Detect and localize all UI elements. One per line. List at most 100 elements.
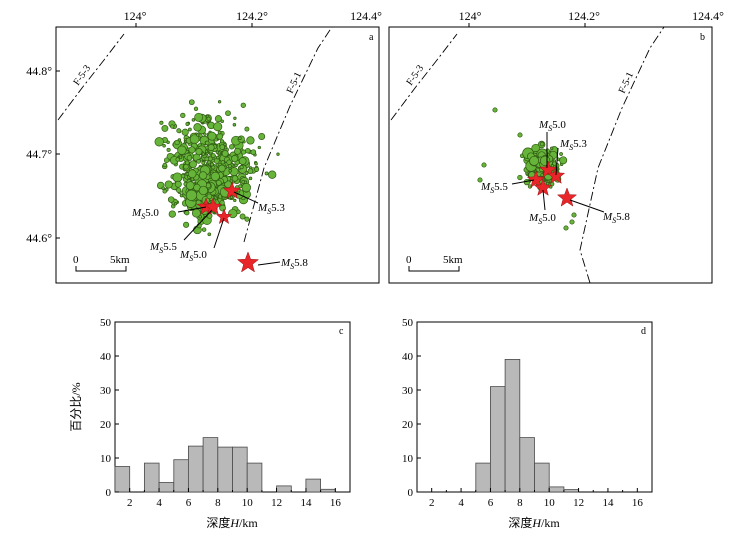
map-b-leader-ms58 bbox=[569, 199, 605, 213]
hist-c-ytick-label: 0 bbox=[106, 487, 112, 499]
aftershock-point bbox=[180, 112, 186, 119]
aftershock-point bbox=[188, 99, 195, 106]
aftershock-point bbox=[215, 150, 219, 154]
aftershock-point bbox=[161, 186, 165, 190]
aftershock-point bbox=[244, 171, 249, 175]
histogram-panel-c: 2 4 6 8 10 12 14 16 0 10 20 30 40 50 c 百分比/% 深度H/km bbox=[69, 317, 351, 530]
aftershock-point bbox=[161, 124, 169, 132]
map-a-star-ms58 bbox=[236, 251, 260, 273]
map-a-lon-label-124-2: 124.2° bbox=[236, 9, 268, 23]
hist-c-xlabel: 深度H/km bbox=[206, 515, 258, 530]
aftershock-point bbox=[187, 169, 197, 179]
aftershock-point bbox=[539, 141, 545, 147]
hist-d-bar-5-6 bbox=[475, 462, 491, 493]
aftershock-point bbox=[210, 153, 216, 158]
map-b-fault-label-f53: F-5-3 bbox=[404, 63, 426, 88]
hist-d-ytick-label: 20 bbox=[402, 419, 414, 431]
hist-c-bar-10-11 bbox=[246, 462, 263, 493]
aftershock-point bbox=[174, 139, 180, 146]
map-b-star-ms53 bbox=[546, 166, 566, 184]
aftershock-point bbox=[571, 212, 577, 218]
map-a-leader-ms50-south bbox=[213, 217, 225, 249]
aftershock-point bbox=[206, 116, 211, 121]
map-panel-b: F-5-3 F-5-1 124° 124.2° 124.4° b 0 5km M… bbox=[388, 9, 724, 284]
aftershock-point bbox=[195, 148, 203, 156]
hist-c-axes: 2 4 6 8 10 12 14 16 0 10 20 30 40 50 bbox=[100, 317, 341, 509]
aftershock-point bbox=[185, 189, 198, 201]
map-a-leader-ms50-west bbox=[177, 206, 207, 213]
hist-c-bar-6-7 bbox=[187, 445, 204, 493]
hist-d-xlabel: 深度H/km bbox=[508, 515, 560, 530]
map-b-label-ms58: MS5.8 bbox=[602, 211, 630, 225]
aftershock-point bbox=[210, 162, 214, 167]
aftershock-point bbox=[196, 133, 200, 137]
aftershock-point bbox=[188, 127, 192, 132]
aftershock-point bbox=[206, 193, 213, 200]
map-a-lon-label-124-4: 124.4° bbox=[350, 9, 382, 23]
aftershock-point bbox=[185, 122, 190, 126]
map-a-lat-label-44-6: 44.6° bbox=[26, 231, 52, 245]
map-a-leader-ms58 bbox=[257, 261, 281, 266]
map-b-star-ms55 bbox=[526, 170, 546, 188]
map-b-panel-letter: b bbox=[700, 32, 705, 43]
aftershock-point bbox=[238, 157, 247, 165]
hist-d-ytick-label: 0 bbox=[408, 487, 414, 499]
map-a-star-ms53 bbox=[222, 181, 242, 199]
aftershock-point bbox=[201, 160, 206, 165]
aftershock-point bbox=[183, 164, 189, 170]
aftershock-point bbox=[214, 115, 222, 123]
hist-c-bar-3-4 bbox=[143, 462, 160, 493]
map-b-frame bbox=[388, 26, 713, 284]
aftershock-point bbox=[257, 145, 261, 150]
aftershock-point bbox=[162, 189, 167, 194]
map-a-lat-label-44-7: 44.7° bbox=[26, 147, 52, 161]
aftershock-point bbox=[203, 132, 207, 136]
hist-c-bar-15-16 bbox=[320, 488, 336, 493]
hist-d-ytick-label: 40 bbox=[402, 351, 414, 363]
aftershock-point bbox=[162, 144, 166, 148]
map-a-aftershock-cloud bbox=[154, 99, 280, 237]
map-b-label-ms50-south: MS5.0 bbox=[528, 212, 556, 226]
aftershock-point bbox=[559, 152, 563, 156]
hist-d-bar-9-10 bbox=[534, 462, 550, 493]
map-b-star-ms58 bbox=[556, 187, 578, 207]
map-a-fault-f53 bbox=[57, 33, 125, 121]
hist-d-axes: 2 4 6 8 10 12 14 16 0 10 20 30 40 50 bbox=[402, 317, 643, 509]
hist-c-bar-5-6 bbox=[173, 459, 189, 493]
hist-c-ytick-label: 40 bbox=[100, 351, 112, 363]
map-a-star-ms50-south bbox=[215, 208, 233, 225]
map-a-label-ms58: MS5.8 bbox=[280, 257, 308, 271]
map-a-fault-f51 bbox=[243, 26, 333, 243]
aftershock-point bbox=[243, 180, 248, 184]
hist-d-xtick-label: 14 bbox=[602, 497, 614, 509]
map-a-frame bbox=[55, 26, 380, 284]
hist-d-xtick-label: 6 bbox=[488, 497, 494, 509]
aftershock-point bbox=[176, 128, 182, 134]
map-b-leader-ms50-south bbox=[542, 189, 546, 211]
aftershock-point bbox=[221, 150, 229, 157]
hist-c-bar-8-9 bbox=[217, 446, 233, 493]
aftershock-point bbox=[247, 168, 254, 175]
map-a-label-ms50-west: MS5.0 bbox=[131, 207, 159, 221]
hist-c-bar-7-8 bbox=[202, 437, 219, 493]
aftershock-point bbox=[244, 216, 250, 222]
hist-c-xtick-label: 10 bbox=[242, 497, 254, 509]
map-a-leader-ms53 bbox=[233, 191, 259, 204]
aftershock-point bbox=[248, 176, 253, 181]
aftershock-point bbox=[198, 185, 209, 196]
aftershock-point bbox=[254, 166, 260, 172]
aftershock-point bbox=[268, 170, 277, 179]
aftershock-point bbox=[204, 149, 209, 153]
aftershock-point bbox=[559, 156, 568, 165]
map-a-mainshocks bbox=[196, 181, 260, 273]
map-b-label-ms55: MS5.5 bbox=[480, 181, 508, 195]
hist-c-xtick-label: 16 bbox=[330, 497, 342, 509]
hist-c-xtick-label: 4 bbox=[156, 497, 162, 509]
aftershock-point bbox=[216, 155, 220, 160]
map-b-mainshocks bbox=[526, 160, 578, 207]
aftershock-point bbox=[217, 100, 222, 104]
hist-c-xtick-label: 2 bbox=[127, 497, 133, 509]
aftershock-point bbox=[204, 140, 210, 146]
hist-d-ytick-label: 30 bbox=[402, 385, 414, 397]
aftershock-point bbox=[481, 162, 487, 168]
